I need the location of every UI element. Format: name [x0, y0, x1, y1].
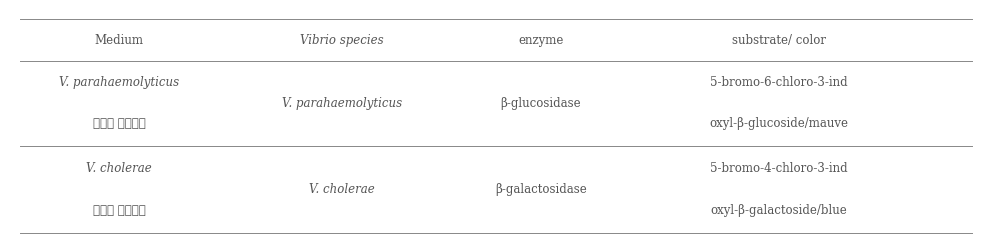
Text: V. parahaemolyticus: V. parahaemolyticus: [282, 97, 403, 110]
Text: β-galactosidase: β-galactosidase: [495, 183, 586, 196]
Text: V. cholerae: V. cholerae: [86, 162, 152, 175]
Text: β-glucosidase: β-glucosidase: [500, 97, 581, 110]
Text: 검출용 배양배지: 검출용 배양배지: [92, 204, 146, 217]
Text: 5-bromo-4-chloro-3-ind: 5-bromo-4-chloro-3-ind: [710, 162, 847, 175]
Text: substrate/ color: substrate/ color: [732, 34, 825, 47]
Text: Medium: Medium: [94, 34, 144, 47]
Text: V. parahaemolyticus: V. parahaemolyticus: [59, 76, 180, 89]
Text: enzyme: enzyme: [518, 34, 563, 47]
Text: oxyl-β-glucoside/mauve: oxyl-β-glucoside/mauve: [709, 117, 848, 130]
Text: Vibrio species: Vibrio species: [301, 34, 384, 47]
Text: 검출용 배양배지: 검출용 배양배지: [92, 117, 146, 130]
Text: V. cholerae: V. cholerae: [310, 183, 375, 196]
Text: oxyl-β-galactoside/blue: oxyl-β-galactoside/blue: [710, 204, 847, 217]
Text: 5-bromo-6-chloro-3-ind: 5-bromo-6-chloro-3-ind: [710, 76, 847, 89]
